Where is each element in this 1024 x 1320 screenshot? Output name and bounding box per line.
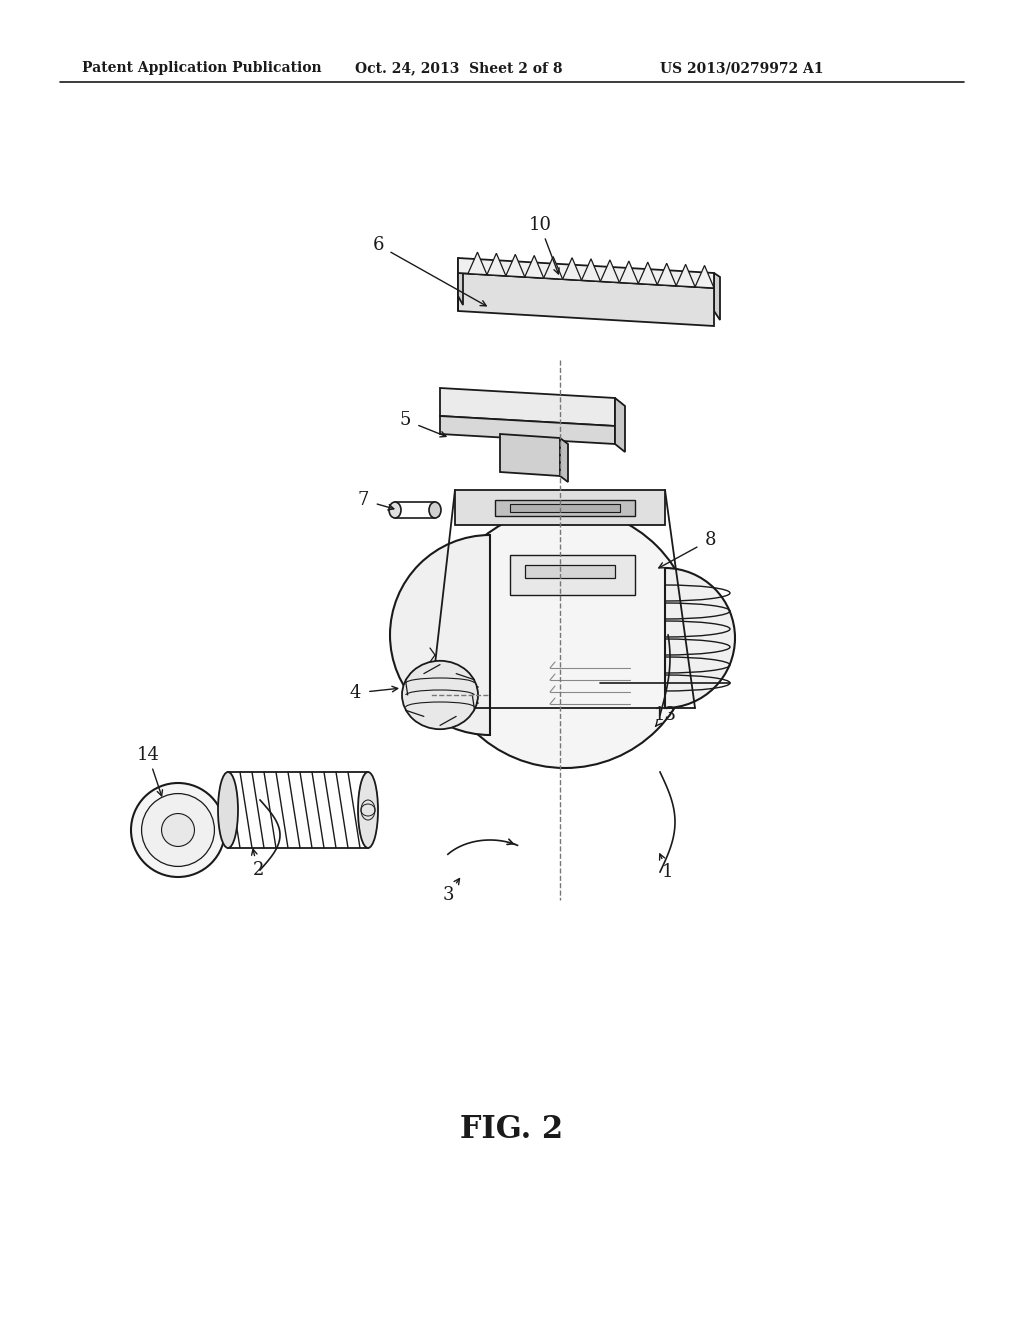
- Ellipse shape: [429, 502, 441, 517]
- Text: Patent Application Publication: Patent Application Publication: [82, 61, 322, 75]
- Ellipse shape: [218, 772, 238, 847]
- Wedge shape: [390, 535, 490, 735]
- Polygon shape: [458, 257, 463, 305]
- Polygon shape: [510, 554, 635, 595]
- Text: 2: 2: [252, 861, 264, 879]
- Ellipse shape: [162, 813, 195, 846]
- Polygon shape: [525, 565, 615, 578]
- Ellipse shape: [358, 772, 378, 847]
- Ellipse shape: [435, 508, 695, 768]
- Polygon shape: [440, 388, 615, 426]
- Polygon shape: [468, 252, 487, 275]
- Text: 10: 10: [528, 216, 552, 234]
- Text: 14: 14: [136, 746, 160, 764]
- Polygon shape: [487, 253, 506, 276]
- Polygon shape: [524, 256, 544, 279]
- Polygon shape: [458, 257, 714, 288]
- Polygon shape: [695, 265, 714, 288]
- Polygon shape: [638, 263, 657, 285]
- Text: 6: 6: [373, 236, 384, 253]
- Polygon shape: [676, 264, 695, 286]
- Text: 3: 3: [442, 886, 454, 904]
- Text: 13: 13: [653, 706, 677, 723]
- Polygon shape: [510, 504, 620, 512]
- Polygon shape: [615, 399, 625, 451]
- Ellipse shape: [131, 783, 225, 876]
- Ellipse shape: [389, 502, 401, 517]
- Text: 1: 1: [663, 863, 674, 880]
- Wedge shape: [665, 568, 735, 708]
- Polygon shape: [506, 255, 524, 277]
- Polygon shape: [500, 434, 560, 477]
- Polygon shape: [544, 256, 562, 279]
- Polygon shape: [657, 263, 676, 286]
- Text: Oct. 24, 2013  Sheet 2 of 8: Oct. 24, 2013 Sheet 2 of 8: [355, 61, 562, 75]
- Text: 4: 4: [349, 684, 360, 702]
- Polygon shape: [620, 261, 638, 284]
- Polygon shape: [458, 273, 714, 326]
- Polygon shape: [455, 490, 665, 525]
- Ellipse shape: [402, 661, 478, 729]
- Polygon shape: [560, 438, 568, 482]
- Polygon shape: [562, 257, 582, 280]
- Text: 5: 5: [399, 411, 411, 429]
- Polygon shape: [440, 416, 615, 444]
- Text: US 2013/0279972 A1: US 2013/0279972 A1: [660, 61, 823, 75]
- Polygon shape: [600, 260, 620, 282]
- Ellipse shape: [141, 793, 214, 866]
- Text: FIG. 2: FIG. 2: [461, 1114, 563, 1146]
- Polygon shape: [582, 259, 600, 281]
- Text: 7: 7: [357, 491, 369, 510]
- Polygon shape: [714, 273, 720, 319]
- Polygon shape: [495, 500, 635, 516]
- Text: 8: 8: [705, 531, 716, 549]
